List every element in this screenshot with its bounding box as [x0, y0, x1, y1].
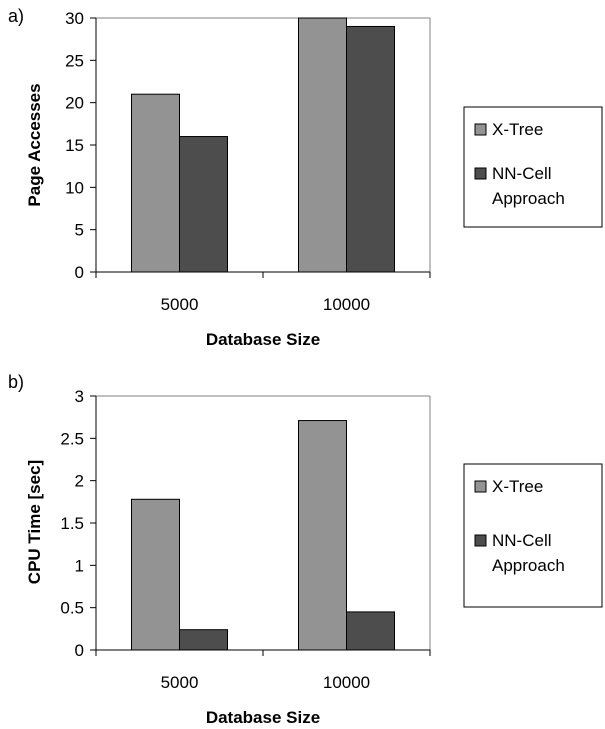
chart1-y-tick-label: 30 [65, 9, 84, 28]
chart1-bar-nn-cell-approach-10000 [346, 25, 395, 273]
chart2-legend-swatch [474, 534, 487, 547]
chart2-legend-box [463, 463, 603, 608]
chart1-panel-label: a) [8, 6, 24, 26]
chart1-bar-x-tree-5000 [131, 93, 180, 273]
chart1-y-tick-label: 20 [65, 94, 84, 113]
chart2-bar-nn-cell-approach-10000 [346, 611, 395, 651]
chart2-y-tick-label: 3 [75, 387, 84, 406]
chart2-x-tick-label: 5000 [161, 673, 199, 692]
chart2-bar-nn-cell-approach-5000 [179, 629, 228, 651]
chart2-x-axis-title: Database Size [206, 708, 320, 727]
chart1-x-tick-label: 5000 [161, 295, 199, 314]
chart1-legend-label: NN-Cell [492, 164, 552, 183]
chart2-legend-label: X-Tree [492, 477, 543, 496]
chart2-y-axis-title: CPU Time [sec] [25, 460, 44, 584]
chart1-y-tick-label: 25 [65, 51, 84, 70]
chart1-legend-label: X-Tree [492, 120, 543, 139]
chart2-y-tick-label: 1 [75, 556, 84, 575]
chart2-legend-label: NN-Cell [492, 531, 552, 550]
chart2-y-tick-label: 2 [75, 472, 84, 491]
chart1-legend-swatch [474, 167, 487, 180]
chart2-bar-x-tree-10000 [298, 420, 347, 651]
chart2-bar-x-tree-5000 [131, 498, 180, 651]
chart1-bar-nn-cell-approach-5000 [179, 136, 228, 273]
chart2-y-tick-label: 1.5 [60, 514, 84, 533]
chart2-y-tick-label: 2.5 [60, 429, 84, 448]
chart1-x-tick-label: 10000 [323, 295, 370, 314]
chart1-y-tick-label: 15 [65, 136, 84, 155]
chart1-y-axis-title: Page Accesses [25, 83, 44, 206]
chart1-y-tick-label: 5 [75, 221, 84, 240]
chart2-legend-label-line2: Approach [492, 556, 565, 575]
chart2-y-tick-label: 0.5 [60, 599, 84, 618]
chart1-legend-swatch [474, 123, 487, 136]
chart2-y-tick-label: 0 [75, 641, 84, 660]
chart2-x-tick-label: 10000 [323, 673, 370, 692]
chart2-legend-swatch [474, 480, 487, 493]
chart1-x-axis-title: Database Size [206, 330, 320, 349]
chart1-legend-box [463, 106, 603, 228]
chart1-legend-label-line2: Approach [492, 189, 565, 208]
chart1-y-tick-label: 10 [65, 178, 84, 197]
chart2-panel-label: b) [8, 372, 24, 392]
chart1-bar-x-tree-10000 [298, 17, 347, 273]
chart1-y-tick-label: 0 [75, 263, 84, 282]
